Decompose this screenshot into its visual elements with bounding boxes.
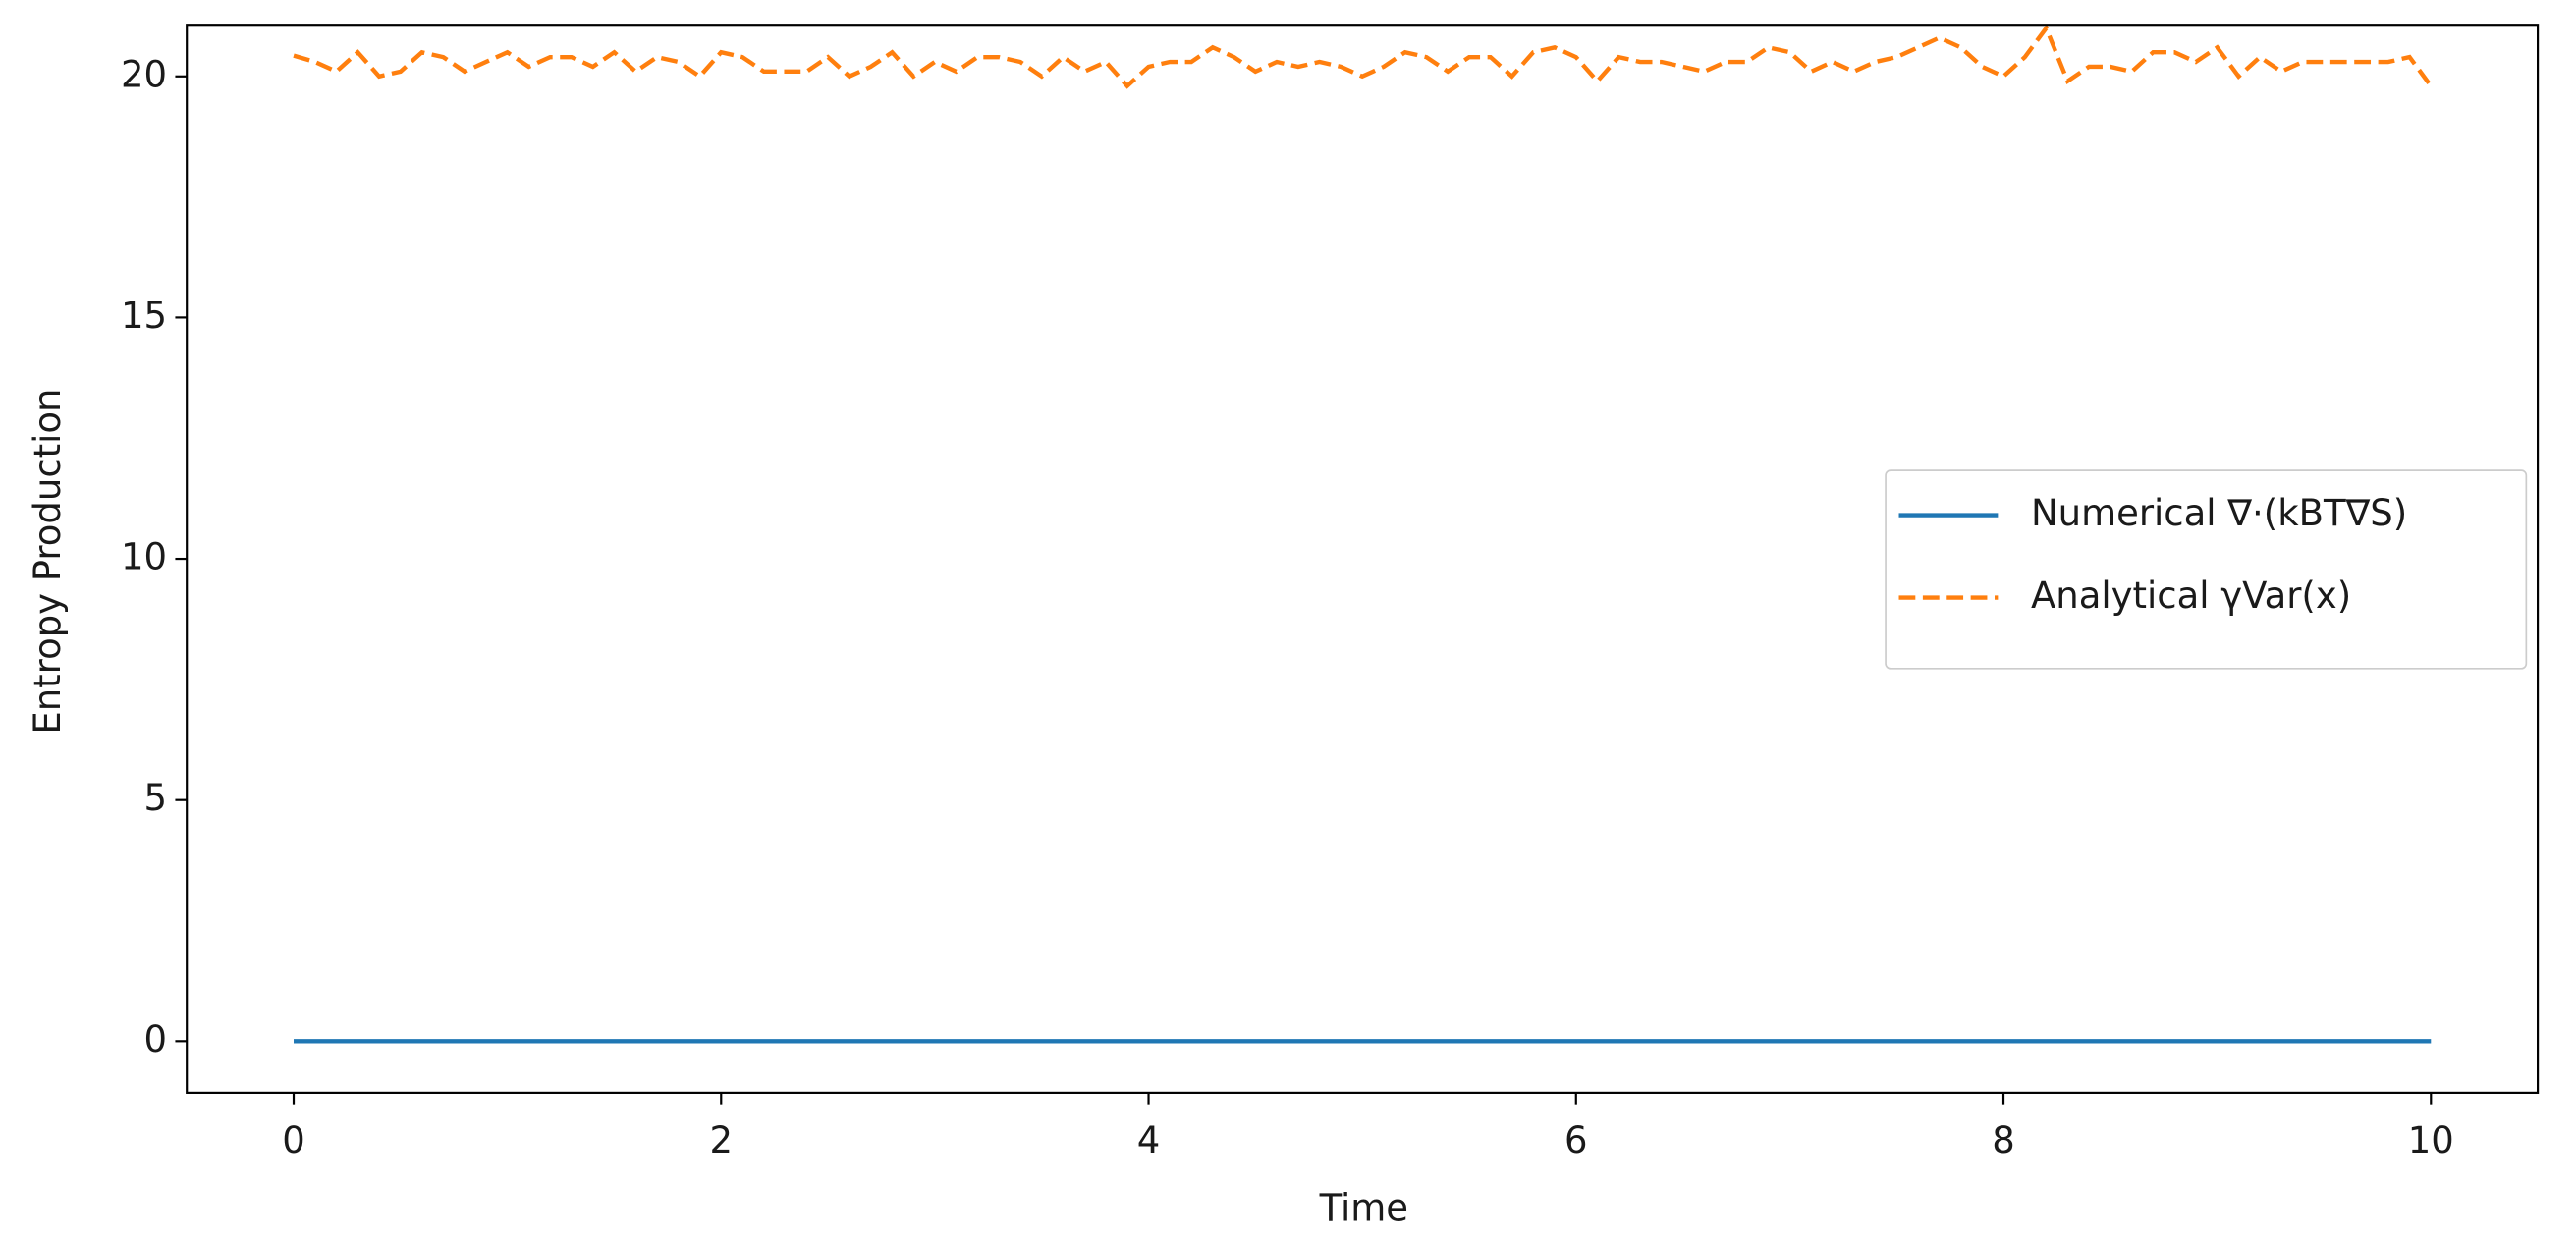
x-tick-label: 8 [1992,1120,2015,1162]
y-axis-label: Entropy Production [27,389,69,735]
x-tick-label: 2 [710,1120,734,1162]
x-tick-label: 0 [282,1120,305,1162]
legend-box [1885,469,2528,670]
legend-label: Analytical γVar(x) [2031,574,2351,617]
y-tick-label: 10 [121,536,167,578]
y-tick-label: 5 [144,777,168,819]
series-line [293,24,2434,89]
y-tick-label: 0 [144,1018,168,1061]
x-tick-label: 10 [2408,1120,2454,1162]
legend-label: Numerical ∇·(kBT∇S) [2031,492,2407,534]
x-tick-label: 6 [1564,1120,1588,1162]
plot-frame [186,24,2540,1094]
x-tick-label: 4 [1137,1120,1161,1162]
y-tick-label: 15 [121,295,167,337]
y-tick-label: 20 [121,53,167,95]
x-axis-label: Time [1319,1187,1408,1230]
